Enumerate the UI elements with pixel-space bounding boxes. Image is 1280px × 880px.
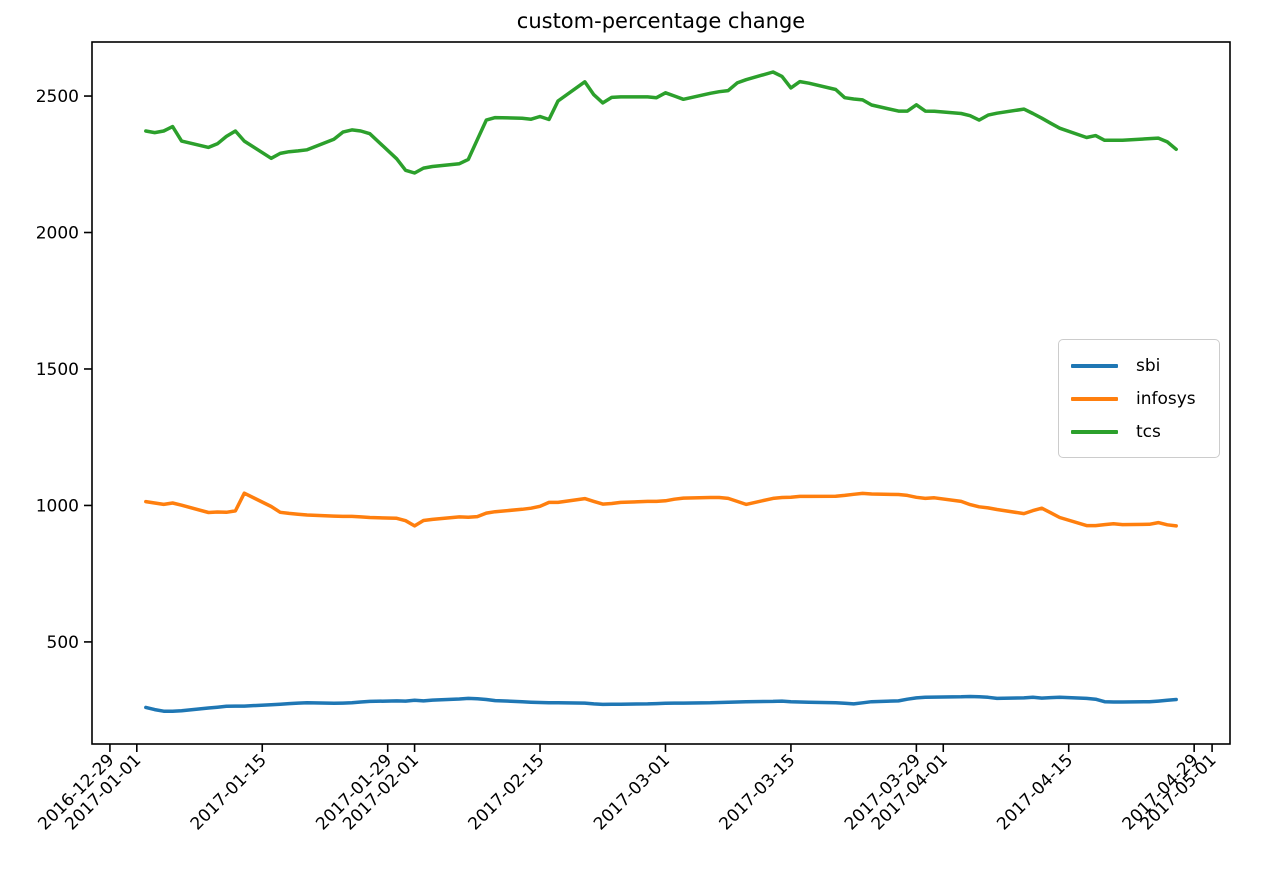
svg-text:2017-04-15: 2017-04-15 [993,750,1077,834]
svg-text:2000: 2000 [36,224,79,244]
legend-label-tcs: tcs [1136,421,1161,442]
tcs-line-swatch-icon [1071,429,1118,434]
chart-title: custom-percentage change [516,9,806,33]
legend-entry-tcs: tcs [1071,415,1207,448]
svg-text:2500: 2500 [36,87,79,107]
legend-label-infosys: infosys [1136,388,1196,409]
svg-text:500: 500 [47,633,79,653]
svg-text:2017-01-15: 2017-01-15 [187,750,271,834]
svg-text:2017-03-15: 2017-03-15 [715,750,799,834]
svg-text:1000: 1000 [36,496,79,516]
svg-text:2017-03-01: 2017-03-01 [590,750,674,834]
svg-text:1500: 1500 [36,360,79,380]
legend-entry-sbi: sbi [1071,349,1207,382]
legend-entry-infosys: infosys [1071,382,1207,415]
infosys-line-swatch-icon [1071,396,1118,401]
sbi-line-swatch-icon [1071,363,1118,368]
legend-label-sbi: sbi [1136,355,1161,376]
svg-text:2017-02-15: 2017-02-15 [465,750,549,834]
legend: sbi infosys tcs [1058,339,1220,458]
